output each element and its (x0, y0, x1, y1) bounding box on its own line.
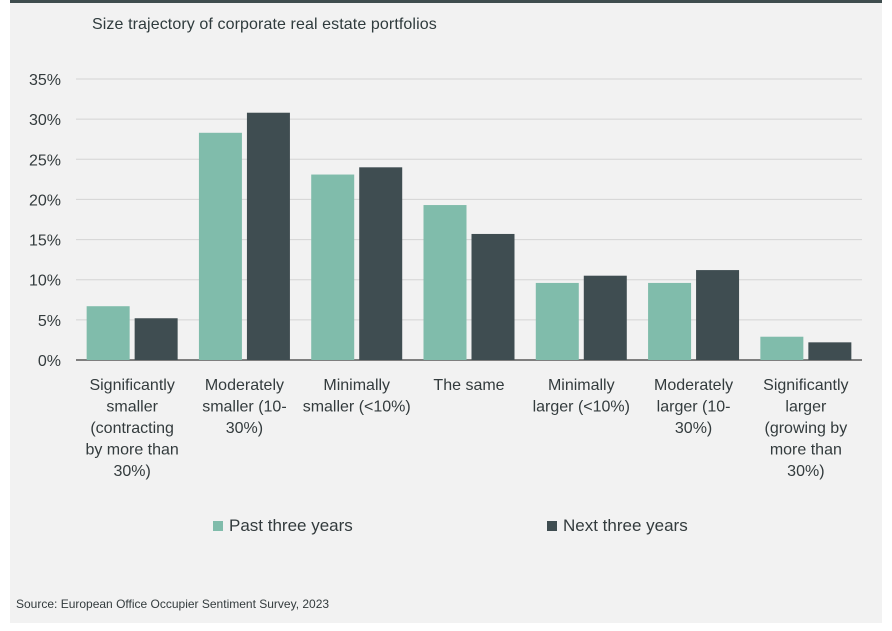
y-tick-label: 5% (38, 313, 61, 330)
legend-item-next: Next three years (547, 516, 688, 536)
legend-swatch-next (547, 521, 557, 531)
y-tick-label: 10% (29, 273, 61, 290)
bars (86, 112, 852, 360)
x-tick-label: Minimally larger (<10%) (533, 377, 630, 416)
legend: Past three years Next three years (0, 516, 892, 540)
y-tick-label: 30% (29, 112, 61, 129)
y-tick-label: 20% (29, 192, 61, 209)
x-tick-label: Minimally smaller (<10%) (303, 377, 411, 416)
bar-next-1 (246, 112, 290, 360)
y-tick-label: 0% (38, 353, 61, 370)
grid-lines (76, 78, 862, 361)
bar-past-4 (535, 282, 579, 360)
x-tick-label: Significantly larger (growing by more than 3… (763, 377, 848, 480)
bar-past-5 (648, 282, 692, 360)
bar-next-3 (471, 233, 515, 360)
legend-item-past: Past three years (213, 516, 353, 536)
bar-next-2 (359, 167, 403, 360)
y-tick-label: 25% (29, 152, 61, 169)
y-tick-label: 35% (29, 72, 61, 89)
source-note: Source: European Office Occupier Sentime… (16, 597, 330, 611)
bar-past-3 (423, 205, 467, 360)
x-axis-ticks: Significantly smaller (contracting by more … (85, 377, 848, 480)
y-tick-label: 15% (29, 233, 61, 250)
x-tick-label: The same (433, 377, 504, 394)
bar-past-2 (311, 174, 355, 360)
bar-past-0 (86, 306, 130, 360)
legend-label-next: Next three years (563, 516, 688, 535)
bar-next-4 (583, 275, 627, 360)
bar-past-1 (198, 132, 242, 360)
chart-title: Size trajectory of corporate real estate… (92, 16, 437, 33)
bar-next-6 (808, 342, 852, 360)
bar-past-6 (760, 336, 804, 360)
y-axis-ticks: 0% 5% 10% 15% 20% 25% 30% 35% (29, 72, 61, 370)
x-tick-label: Significantly smaller (contracting by more … (85, 377, 178, 480)
legend-swatch-past (213, 521, 223, 531)
x-tick-label: Moderately smaller (10-30%) (202, 377, 286, 437)
bar-next-5 (696, 270, 740, 360)
legend-label-past: Past three years (229, 516, 353, 535)
x-tick-label: Moderately larger (10-30%) (654, 377, 733, 437)
bar-next-0 (134, 318, 178, 360)
